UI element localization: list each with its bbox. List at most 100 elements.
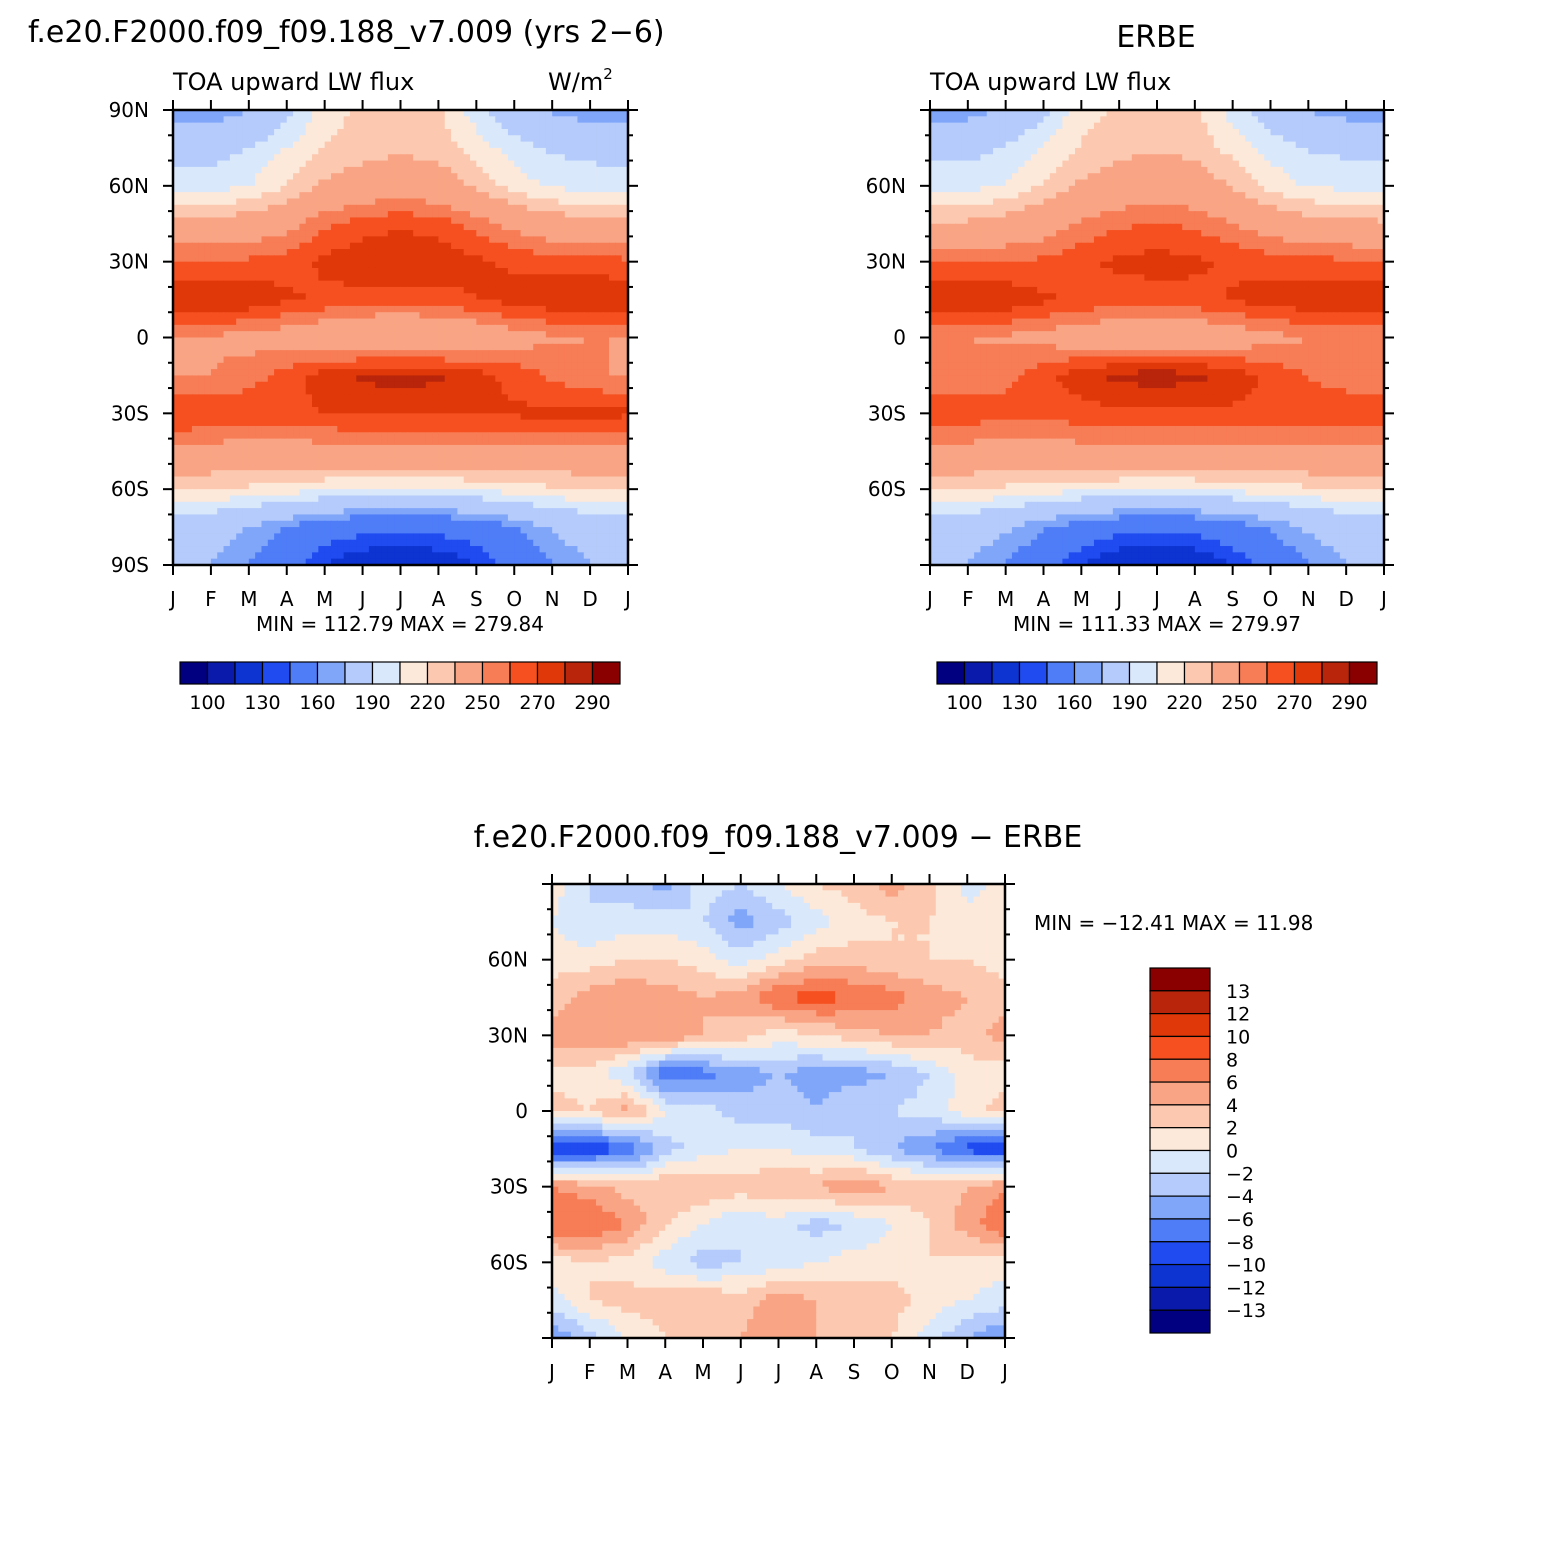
model-cell	[444, 249, 452, 256]
model-cell	[242, 286, 250, 294]
model-cell	[507, 375, 515, 383]
model-cell	[324, 122, 332, 130]
model-cell	[571, 369, 579, 377]
model-cell	[343, 204, 351, 212]
model-cell	[564, 407, 572, 414]
model-cell	[501, 400, 509, 408]
model-cell	[533, 495, 541, 503]
model-cell	[286, 482, 294, 490]
model-cell	[539, 457, 547, 465]
model-cell	[236, 356, 244, 364]
model-cell	[210, 135, 218, 143]
model-cell	[545, 166, 553, 174]
model-cell	[229, 286, 237, 294]
model-cell	[564, 192, 572, 200]
model-cell	[470, 147, 477, 155]
model-cell	[368, 495, 376, 503]
model-cell	[286, 476, 294, 484]
model-cell	[179, 495, 187, 503]
model-cell	[394, 324, 402, 332]
model-cell	[545, 267, 553, 275]
model-cell	[255, 160, 263, 168]
model-cell	[526, 312, 534, 320]
model-cell	[236, 242, 244, 250]
model-cell	[564, 527, 572, 534]
model-cell	[470, 438, 477, 446]
model-cell	[419, 444, 427, 452]
model-cell	[564, 312, 572, 320]
model-cell	[476, 356, 484, 364]
model-cell	[267, 312, 275, 320]
model-cell	[173, 217, 180, 225]
model-cell	[615, 236, 623, 244]
model-cell	[185, 369, 193, 377]
model-cell	[330, 394, 338, 402]
model-cell	[280, 520, 288, 528]
model-cell	[520, 318, 528, 326]
model-cell	[558, 381, 566, 389]
model-cell	[501, 198, 509, 206]
model-cell	[463, 110, 471, 117]
model-cell	[261, 539, 269, 547]
model-cell	[223, 135, 231, 143]
model-cell	[438, 312, 446, 320]
model-cell	[343, 318, 351, 326]
model-cell	[413, 242, 421, 250]
model-cell	[210, 470, 218, 478]
model-cell	[242, 147, 250, 155]
model-cell	[495, 350, 503, 358]
model-cell	[577, 255, 585, 263]
model-cell	[343, 457, 351, 465]
model-cell	[400, 324, 408, 332]
model-cell	[564, 539, 572, 547]
model-cell	[356, 508, 364, 516]
model-cell	[413, 217, 421, 225]
model-cell	[274, 267, 282, 275]
model-cell	[362, 242, 370, 250]
model-cell	[217, 318, 225, 326]
model-cell	[198, 204, 206, 212]
model-cell	[185, 217, 193, 225]
model-cell	[444, 324, 452, 332]
model-cell	[451, 331, 458, 339]
model-cell	[223, 312, 231, 320]
model-cell	[602, 463, 610, 471]
model-cell	[217, 533, 225, 541]
model-cell	[299, 255, 307, 263]
model-cell	[457, 204, 465, 212]
model-cell	[349, 508, 357, 516]
model-cell	[387, 274, 395, 282]
model-cell	[293, 425, 300, 433]
model-cell	[451, 394, 458, 402]
model-cell	[381, 539, 389, 547]
model-cell	[349, 463, 357, 471]
model-cell	[526, 299, 534, 307]
model-cell	[488, 116, 496, 124]
model-cell	[621, 400, 629, 408]
model-cell	[419, 198, 427, 206]
model-cell	[255, 147, 263, 155]
model-cell	[495, 533, 503, 541]
model-cell	[476, 110, 484, 117]
model-cell	[514, 249, 522, 256]
model-cell	[558, 267, 566, 275]
model-cell	[488, 451, 496, 459]
model-cell	[305, 261, 313, 269]
model-cell	[419, 362, 427, 370]
model-cell	[312, 482, 319, 490]
model-cell	[356, 489, 364, 497]
model-cell	[451, 533, 458, 541]
model-cell	[533, 482, 541, 490]
model-cell	[476, 128, 484, 136]
model-cell	[621, 388, 629, 395]
model-cell	[223, 508, 231, 516]
model-cell	[615, 204, 623, 212]
model-cell	[457, 280, 465, 288]
model-cell	[261, 508, 269, 516]
model-cell	[286, 508, 294, 516]
model-cell	[520, 274, 528, 282]
model-cell	[470, 520, 477, 528]
model-cell	[609, 128, 616, 136]
model-cell	[318, 173, 326, 181]
model-cell	[476, 286, 484, 294]
